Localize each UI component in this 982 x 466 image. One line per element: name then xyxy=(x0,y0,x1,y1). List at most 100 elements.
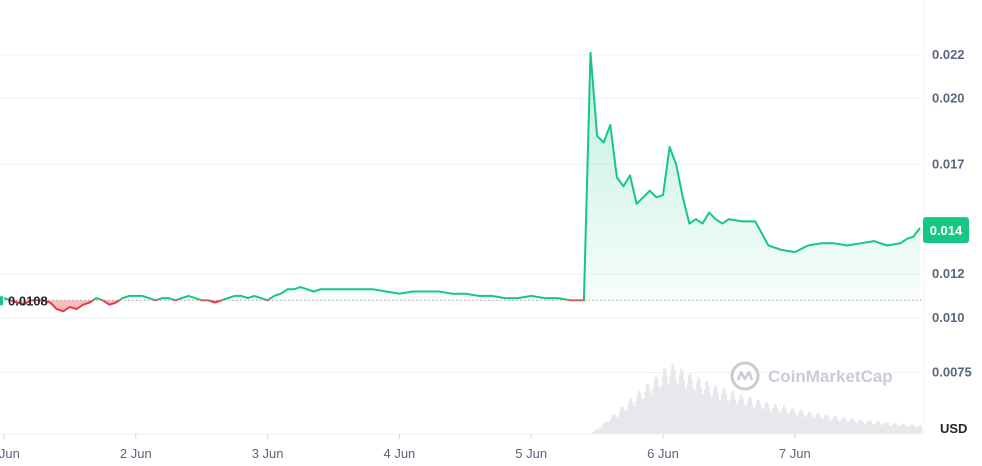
volume-bar xyxy=(641,401,644,434)
volume-bar xyxy=(809,411,812,434)
volume-bar xyxy=(846,421,849,434)
volume-bar xyxy=(693,392,696,434)
volume-bar xyxy=(777,412,780,434)
volume-bar xyxy=(840,418,843,434)
volume-bar xyxy=(800,409,803,434)
volume-bar xyxy=(802,415,805,434)
volume-bar xyxy=(665,375,668,434)
volume-bar xyxy=(778,413,781,434)
volume-bar xyxy=(624,412,627,434)
volume-bar xyxy=(728,400,731,434)
volume-bar xyxy=(892,423,895,434)
volume-bar xyxy=(813,418,816,434)
volume-bar xyxy=(672,363,675,434)
volume-bar xyxy=(623,410,626,434)
volume-bar xyxy=(788,414,791,434)
current-price-badge: 0.014 xyxy=(923,217,969,244)
volume-bar xyxy=(746,404,749,434)
volume-bar xyxy=(593,431,596,434)
volume-bar xyxy=(877,421,880,434)
volume-bar xyxy=(917,426,920,434)
volume-bar xyxy=(902,423,905,434)
volume-bar xyxy=(688,375,691,434)
volume-bar xyxy=(760,408,763,434)
volume-bar xyxy=(823,416,826,434)
volume-bar xyxy=(749,398,752,434)
volume-bar xyxy=(920,425,922,434)
x-tick-label: 3 Jun xyxy=(252,446,284,461)
volume-bar xyxy=(726,399,729,434)
volume-bar xyxy=(670,366,673,434)
volume-bar xyxy=(836,419,839,434)
volume-bar xyxy=(889,425,892,434)
volume-bar xyxy=(657,386,660,434)
volume-bar xyxy=(744,407,747,434)
volume-bar xyxy=(898,426,901,434)
volume-bar xyxy=(616,417,619,434)
volume-bar xyxy=(627,404,630,434)
volume-bar xyxy=(868,420,871,434)
volume-bar xyxy=(607,422,610,434)
volume-bar xyxy=(885,422,888,434)
volume-bar xyxy=(807,411,810,434)
volume-bar xyxy=(620,406,623,434)
x-tick-label: 4 Jun xyxy=(383,446,415,461)
volume-bar xyxy=(637,390,640,434)
volume-bar xyxy=(711,395,714,434)
volume-bar xyxy=(706,381,709,434)
volume-bar xyxy=(761,410,764,434)
volume-bar xyxy=(715,386,718,434)
volume-bar xyxy=(705,382,708,434)
volume-bar xyxy=(731,391,734,434)
y-axis-unit: USD xyxy=(940,421,967,436)
volume-bar xyxy=(681,370,684,434)
volume-bar xyxy=(872,424,875,434)
volume-bar xyxy=(645,384,648,434)
x-tick-label: 2 Jun xyxy=(120,446,152,461)
reference-value-label: 0.0108 xyxy=(8,293,48,308)
volume-bar xyxy=(764,403,767,434)
volume-bar xyxy=(810,414,813,434)
volume-bar xyxy=(714,384,717,434)
volume-bar xyxy=(790,408,793,434)
volume-bar xyxy=(710,398,713,434)
volume-bar xyxy=(669,375,672,434)
volume-bar xyxy=(636,394,639,434)
volume-bar xyxy=(842,417,845,434)
volume-bar xyxy=(916,427,919,434)
volume-bar xyxy=(723,388,726,434)
x-tick-label: 7 Jun xyxy=(779,446,811,461)
volume-bar xyxy=(603,422,606,434)
volume-bar xyxy=(740,394,743,434)
volume-bar xyxy=(709,394,712,434)
volume-bar xyxy=(781,407,784,434)
volume-bar xyxy=(602,423,605,434)
volume-bar xyxy=(805,416,808,434)
volume-bar xyxy=(793,411,796,434)
volume-bar xyxy=(630,398,633,434)
volume-bar xyxy=(894,423,897,434)
volume-bar xyxy=(724,393,727,434)
volume-bar xyxy=(806,414,809,434)
volume-bar xyxy=(699,387,702,434)
volume-bar xyxy=(753,408,756,434)
volume-bar xyxy=(862,421,865,434)
volume-bar xyxy=(826,414,829,434)
volume-bar xyxy=(635,401,638,434)
volume-bar xyxy=(829,420,832,434)
volume-bar xyxy=(864,423,867,434)
volume-bar xyxy=(908,426,911,434)
volume-bar xyxy=(707,386,710,434)
volume-bar xyxy=(814,416,817,434)
volume-bar xyxy=(767,403,770,434)
volume-bar xyxy=(880,425,883,434)
start-marker-bar xyxy=(0,296,3,306)
volume-bar xyxy=(703,389,706,434)
volume-bar xyxy=(647,383,650,434)
x-axis-ticks: 1 Jun 2 Jun 3 Jun 4 Jun 5 Jun 6 Jun 7 Jun xyxy=(0,434,811,461)
y-tick-label: 0.0075 xyxy=(932,365,972,380)
volume-bar xyxy=(656,378,659,434)
volume-bar xyxy=(804,417,807,434)
volume-bar xyxy=(690,378,693,434)
